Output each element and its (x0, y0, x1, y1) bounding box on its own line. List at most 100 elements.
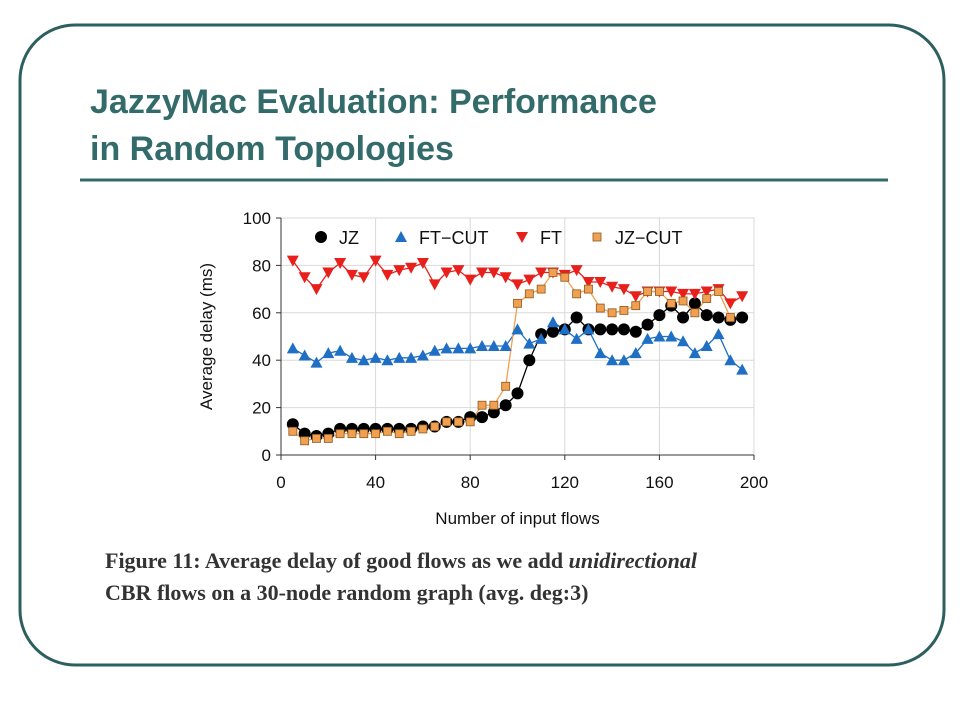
y-tick-label: 20 (252, 399, 271, 418)
legend-marker (592, 232, 602, 242)
x-tick-label: 160 (645, 473, 673, 492)
marker (406, 426, 416, 436)
marker (334, 258, 347, 270)
x-tick-label: 80 (461, 473, 480, 492)
marker (641, 318, 654, 331)
marker (653, 309, 666, 322)
marker (393, 351, 406, 363)
marker (345, 351, 358, 363)
marker (334, 344, 347, 356)
marker (690, 308, 700, 318)
marker (394, 429, 404, 439)
marker (688, 288, 701, 300)
marker (665, 286, 678, 298)
marker (405, 262, 418, 274)
marker (524, 289, 534, 299)
marker (595, 303, 605, 313)
marker (523, 337, 536, 349)
marker (323, 434, 333, 443)
marker (724, 354, 737, 366)
marker (736, 311, 749, 324)
y-tick-label: 0 (262, 446, 271, 465)
marker (371, 429, 381, 439)
marker (607, 308, 617, 318)
marker (430, 422, 440, 431)
marker (606, 323, 619, 336)
marker (536, 284, 546, 294)
marker (511, 387, 524, 400)
marker (617, 323, 630, 336)
marker (570, 332, 583, 344)
slide-title: JazzyMac Evaluation: Performance (90, 83, 657, 121)
marker (631, 301, 641, 311)
marker (584, 284, 593, 294)
marker (548, 268, 558, 277)
marker (487, 267, 500, 279)
legend-marker (315, 231, 327, 243)
marker (617, 284, 630, 296)
marker (442, 417, 451, 427)
marker (655, 287, 664, 296)
marker (678, 296, 688, 306)
marker (523, 274, 536, 286)
marker (712, 328, 725, 340)
marker (298, 349, 311, 361)
marker (617, 354, 630, 366)
caption: CBR flows on a 30-node random graph (avg… (105, 580, 588, 605)
marker (452, 265, 465, 277)
marker (629, 325, 642, 338)
marker (369, 351, 382, 363)
y-tick-label: 60 (252, 304, 271, 323)
marker (629, 291, 642, 303)
legend-label: FT (540, 228, 562, 248)
marker (428, 344, 441, 356)
marker (477, 400, 487, 410)
marker (286, 342, 299, 354)
marker (452, 342, 465, 354)
y-tick-label: 40 (252, 351, 271, 370)
marker (643, 287, 652, 296)
legend-label: FT−CUT (419, 228, 489, 248)
marker (688, 297, 701, 310)
legend-label: JZ (339, 228, 359, 248)
marker (286, 255, 299, 267)
marker (523, 354, 536, 367)
marker (335, 429, 345, 439)
marker (688, 347, 701, 359)
marker (465, 417, 475, 427)
marker (501, 381, 511, 391)
y-tick-label: 80 (252, 256, 271, 275)
marker (464, 274, 477, 286)
marker (476, 267, 489, 279)
marker (288, 426, 298, 436)
marker (476, 411, 489, 424)
marker (666, 298, 676, 308)
marker (416, 349, 429, 361)
legend-marker (516, 232, 528, 243)
marker (487, 339, 500, 351)
marker (736, 291, 749, 303)
marker (653, 330, 666, 342)
marker (298, 272, 311, 284)
x-axis-label: Number of input flows (435, 509, 599, 528)
marker (453, 417, 463, 427)
chart: 0 20 40 60 80 100 0 40 80 120 160 200 Number of inpu… (197, 209, 768, 528)
marker (345, 269, 358, 281)
marker (381, 354, 394, 366)
x-tick-label: 120 (551, 473, 579, 492)
marker (546, 325, 559, 338)
caption-text: Figure 11: Average delay of good flows a… (105, 548, 569, 573)
y-axis-label: Average delay (ms) (197, 263, 216, 410)
marker (359, 429, 369, 439)
marker (582, 323, 595, 335)
marker (712, 311, 725, 324)
x-tick-label: 200 (740, 473, 768, 492)
caption-italic: unidirectional (569, 548, 698, 573)
marker (440, 342, 453, 354)
marker (428, 279, 441, 291)
marker (560, 272, 570, 282)
marker (677, 335, 690, 347)
marker (513, 298, 522, 308)
marker (393, 265, 406, 277)
